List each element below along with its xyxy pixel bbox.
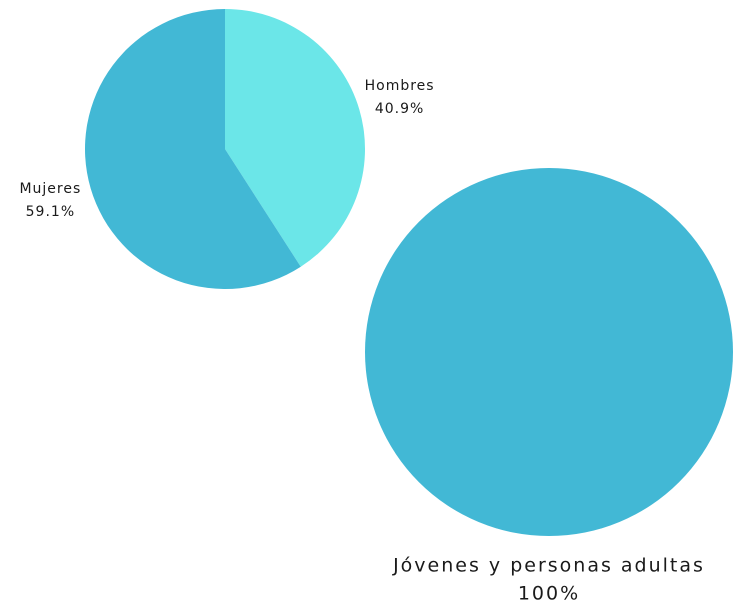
slice-label: Mujeres (19, 181, 81, 197)
pie-slice (365, 168, 733, 536)
slice-label: Hombres (365, 78, 435, 94)
slice-value-label: 40.9% (375, 101, 424, 117)
slice-value-label: 100% (518, 583, 580, 605)
pie-slice (225, 9, 365, 267)
slice-value-label: 59.1% (26, 204, 75, 220)
slice-label: Jóvenes y personas adultas (392, 555, 705, 577)
pie-slice (84, 9, 301, 289)
